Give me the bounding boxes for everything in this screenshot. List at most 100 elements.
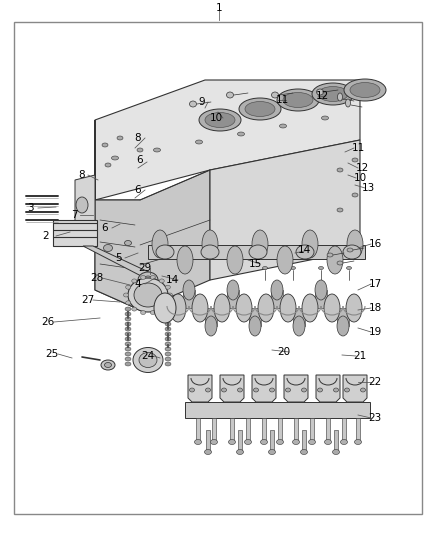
Ellipse shape <box>279 124 286 128</box>
Ellipse shape <box>227 280 239 300</box>
Ellipse shape <box>338 93 343 101</box>
Ellipse shape <box>76 197 88 213</box>
Ellipse shape <box>290 266 296 270</box>
Ellipse shape <box>165 357 171 361</box>
Text: 28: 28 <box>90 273 104 283</box>
Ellipse shape <box>125 362 131 366</box>
Bar <box>230 418 234 440</box>
Ellipse shape <box>280 294 296 322</box>
Ellipse shape <box>128 278 168 312</box>
Ellipse shape <box>327 253 333 257</box>
Polygon shape <box>210 140 360 280</box>
Ellipse shape <box>141 311 145 314</box>
Bar <box>342 418 346 440</box>
Ellipse shape <box>333 388 339 392</box>
Ellipse shape <box>165 332 171 336</box>
Text: 10: 10 <box>353 173 367 183</box>
Text: 10: 10 <box>209 113 223 123</box>
Bar <box>148 245 365 259</box>
Ellipse shape <box>125 357 131 361</box>
Bar <box>278 418 282 440</box>
Ellipse shape <box>269 388 275 392</box>
Ellipse shape <box>258 294 274 322</box>
Ellipse shape <box>277 246 293 274</box>
Ellipse shape <box>192 294 208 322</box>
Ellipse shape <box>101 360 115 370</box>
Text: 6: 6 <box>102 223 108 233</box>
Ellipse shape <box>124 240 131 246</box>
Ellipse shape <box>324 294 340 322</box>
Bar <box>212 418 216 440</box>
Ellipse shape <box>141 276 145 279</box>
Bar <box>246 418 250 440</box>
Polygon shape <box>220 375 244 402</box>
Ellipse shape <box>345 388 350 392</box>
Ellipse shape <box>190 101 197 107</box>
Ellipse shape <box>293 440 300 445</box>
Text: 11: 11 <box>351 143 364 153</box>
Ellipse shape <box>195 140 202 144</box>
Ellipse shape <box>150 311 155 314</box>
Ellipse shape <box>350 83 380 98</box>
Ellipse shape <box>134 283 162 307</box>
Ellipse shape <box>177 246 193 274</box>
Ellipse shape <box>318 266 324 270</box>
Ellipse shape <box>165 301 170 305</box>
Ellipse shape <box>347 230 363 258</box>
Polygon shape <box>293 308 305 326</box>
Ellipse shape <box>194 440 201 445</box>
Ellipse shape <box>227 246 243 274</box>
Ellipse shape <box>321 116 328 120</box>
Ellipse shape <box>318 388 322 392</box>
Ellipse shape <box>354 440 361 445</box>
Ellipse shape <box>346 294 362 322</box>
Text: 18: 18 <box>368 303 381 313</box>
Text: 20: 20 <box>277 347 290 357</box>
Ellipse shape <box>105 163 111 167</box>
Ellipse shape <box>165 312 171 316</box>
Ellipse shape <box>105 362 112 367</box>
Polygon shape <box>315 290 327 308</box>
Ellipse shape <box>125 307 131 311</box>
Polygon shape <box>188 375 212 402</box>
Ellipse shape <box>346 266 352 270</box>
Text: 22: 22 <box>368 377 381 387</box>
Polygon shape <box>252 375 276 402</box>
Ellipse shape <box>205 388 211 392</box>
Text: 13: 13 <box>361 183 374 193</box>
Text: 25: 25 <box>46 349 59 359</box>
Ellipse shape <box>296 245 314 259</box>
Ellipse shape <box>337 168 343 172</box>
Ellipse shape <box>352 193 358 197</box>
Ellipse shape <box>112 156 119 160</box>
Text: 1: 1 <box>215 3 223 13</box>
Bar <box>206 430 210 450</box>
Ellipse shape <box>117 136 123 140</box>
Ellipse shape <box>344 79 386 101</box>
Ellipse shape <box>237 388 243 392</box>
Ellipse shape <box>337 316 349 336</box>
Ellipse shape <box>165 327 171 331</box>
Text: 9: 9 <box>199 97 205 107</box>
Ellipse shape <box>325 440 332 445</box>
Ellipse shape <box>249 316 261 336</box>
Ellipse shape <box>205 316 217 336</box>
Text: 2: 2 <box>42 231 49 241</box>
Ellipse shape <box>302 230 318 258</box>
Ellipse shape <box>346 99 350 107</box>
Polygon shape <box>337 308 349 326</box>
Polygon shape <box>249 308 261 326</box>
Bar <box>356 418 360 440</box>
Ellipse shape <box>237 449 244 455</box>
Ellipse shape <box>308 440 315 445</box>
Text: 21: 21 <box>353 351 367 361</box>
Ellipse shape <box>139 352 157 367</box>
Ellipse shape <box>125 352 131 356</box>
Polygon shape <box>271 290 283 308</box>
Bar <box>262 418 266 440</box>
Ellipse shape <box>154 293 176 323</box>
Ellipse shape <box>103 245 113 252</box>
Ellipse shape <box>124 293 128 297</box>
Ellipse shape <box>150 276 155 279</box>
Ellipse shape <box>125 317 131 321</box>
